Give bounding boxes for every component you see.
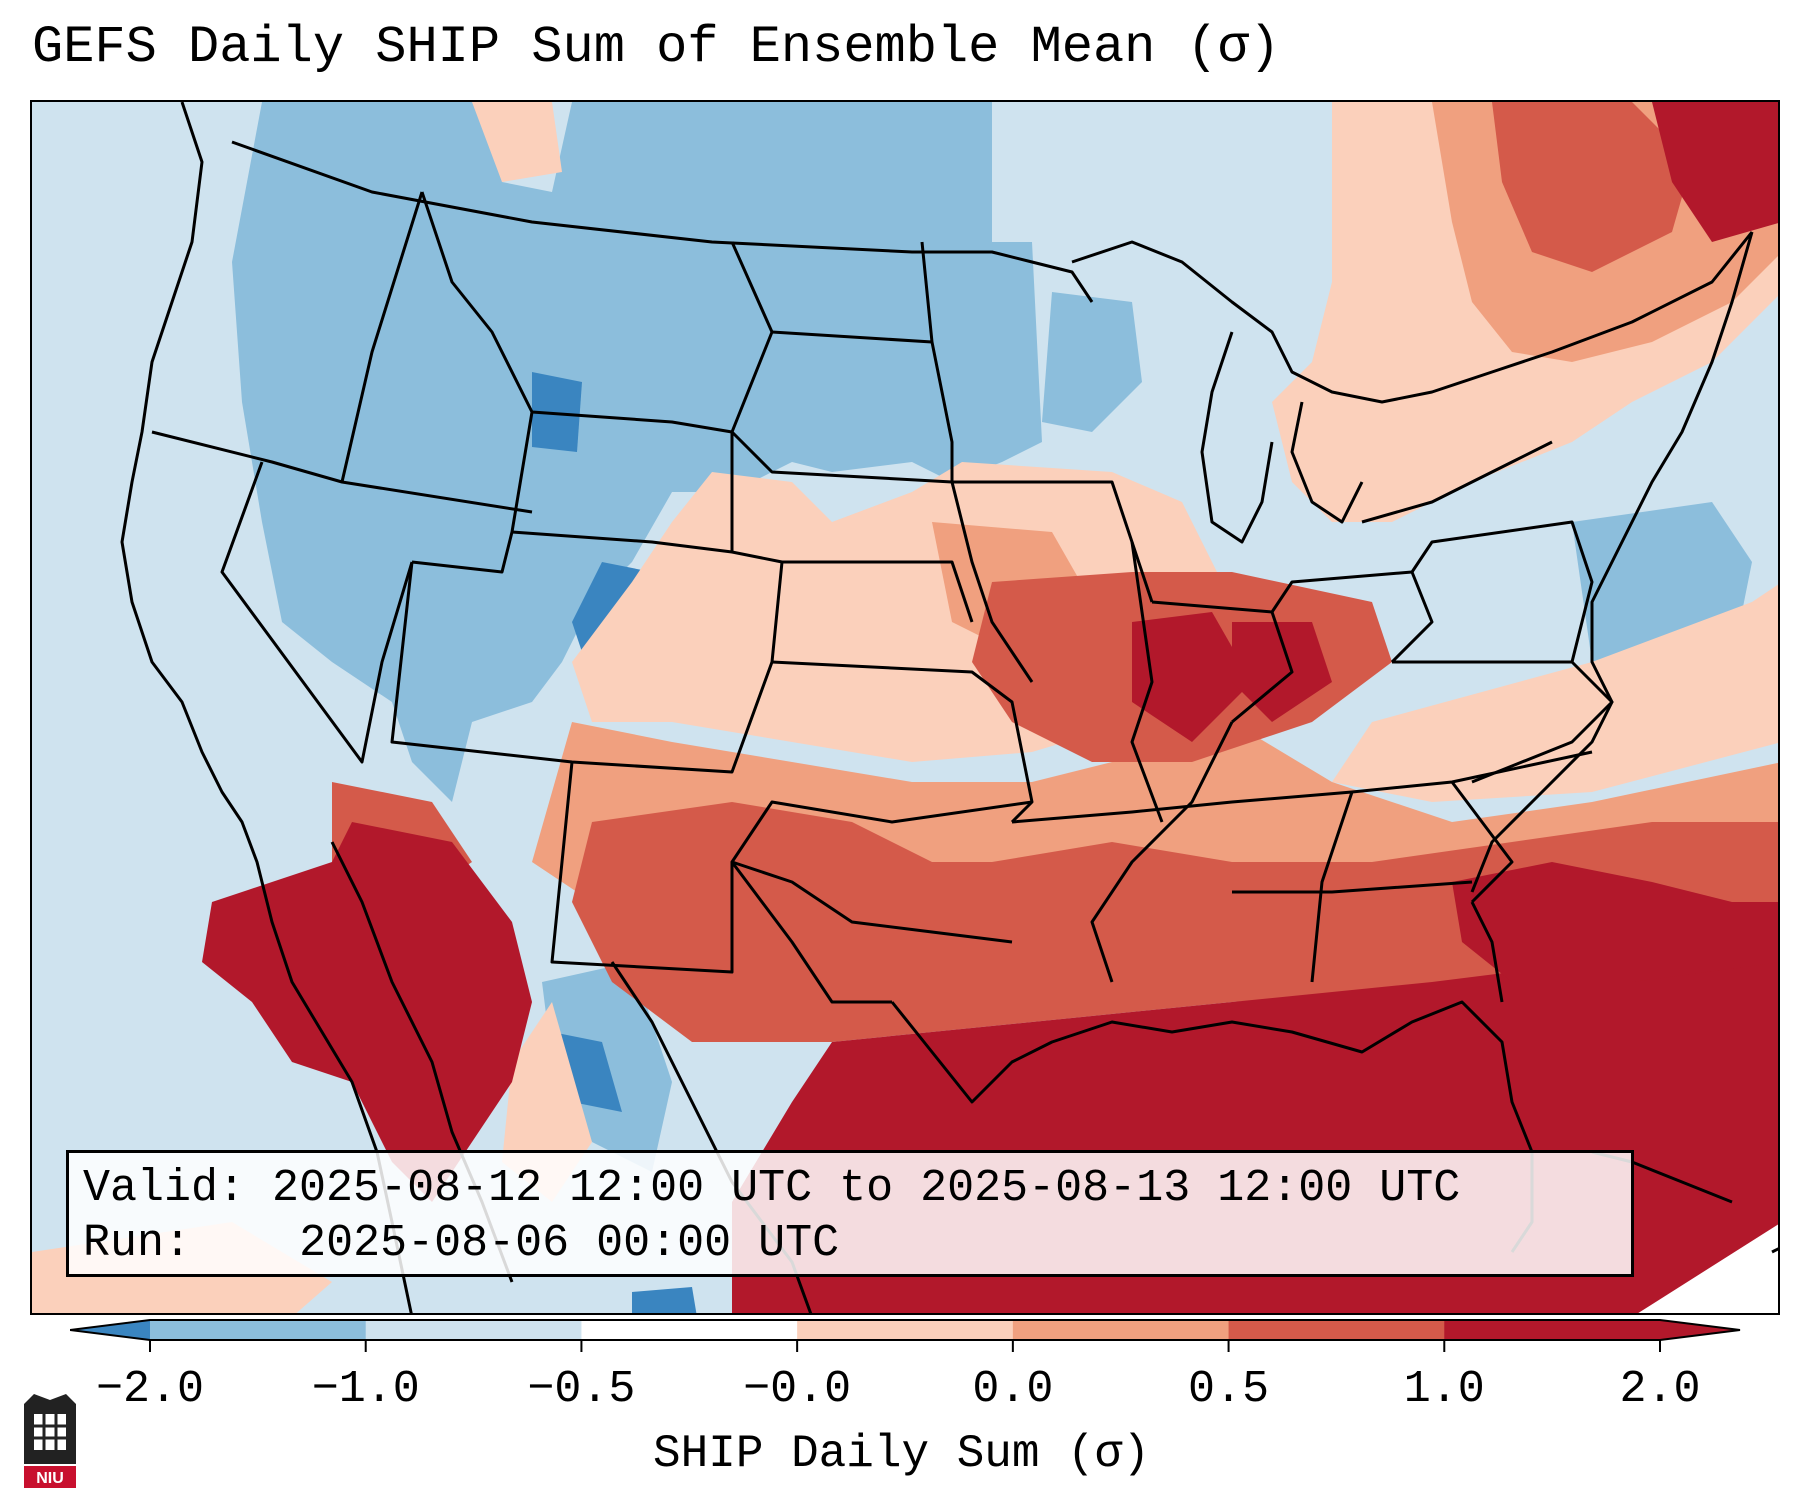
run-value: 2025-08-06 00:00 UTC — [299, 1218, 840, 1269]
projection-edge — [1638, 1224, 1778, 1313]
chart-title: GEFS Daily SHIP Sum of Ensemble Mean (σ) — [32, 18, 1281, 77]
anomaly-map — [32, 102, 1778, 1313]
colorbar-label: SHIP Daily Sum (σ) — [653, 1428, 1150, 1480]
niu-logo: NIU — [24, 1394, 76, 1488]
colorbar — [70, 1319, 1741, 1352]
valid-value: 2025-08-12 12:00 UTC to 2025-08-13 12:00… — [272, 1163, 1461, 1214]
negative-anomaly-regions — [232, 102, 1752, 1172]
colorbar-segment — [581, 1320, 798, 1340]
colorbar-extend-low — [70, 1320, 150, 1340]
colorbar-tick-label: 0.0 — [972, 1364, 1054, 1415]
map-panel — [30, 100, 1780, 1315]
colorbar-tick-label: −0.0 — [743, 1364, 852, 1415]
colorbar-segment — [1444, 1320, 1661, 1340]
colorbar-tick-label: 2.0 — [1619, 1364, 1701, 1415]
colorbar-tick-label: −1.0 — [311, 1364, 420, 1415]
colorbar-segment — [1228, 1320, 1445, 1340]
colorbar-tick-label: 0.5 — [1188, 1364, 1270, 1415]
colorbar-tick-label: −0.5 — [527, 1364, 636, 1415]
colorbar-tick-label: −2.0 — [95, 1364, 205, 1415]
strong-positive-anomaly-regions — [332, 102, 1778, 1042]
run-label: Run: — [83, 1218, 192, 1269]
colorbar-segment — [1012, 1320, 1230, 1340]
colorbar-segment — [365, 1320, 582, 1340]
validity-info-box: Valid: 2025-08-12 12:00 UTC to 2025-08-1… — [66, 1150, 1634, 1277]
logo-text: NIU — [36, 1470, 64, 1487]
colorbar-segment — [150, 1320, 367, 1340]
valid-label: Valid: — [83, 1163, 246, 1214]
colorbar-extend-high — [1660, 1320, 1740, 1340]
colorbar-tick-label: 1.0 — [1403, 1364, 1485, 1415]
political-boundaries — [120, 102, 1778, 1313]
colorbar-segment — [797, 1320, 1014, 1340]
